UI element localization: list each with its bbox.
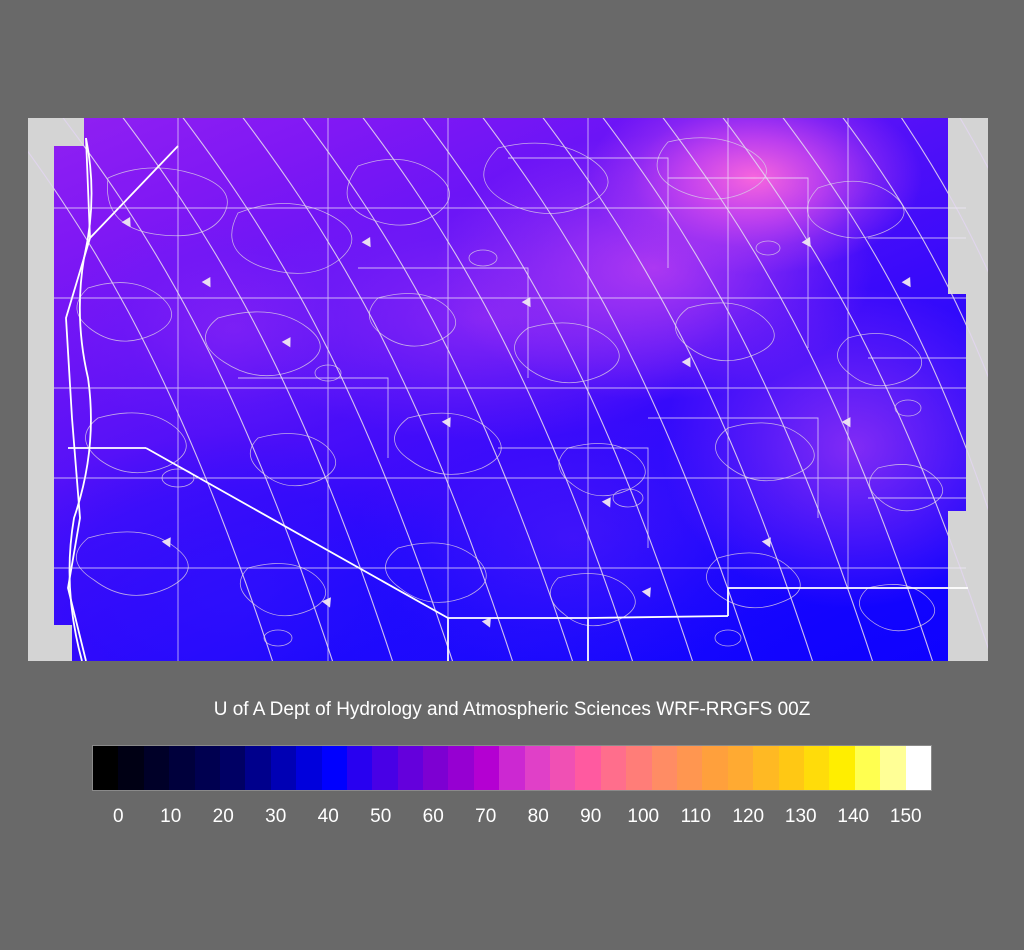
colorbar-tick-120: 120 (732, 806, 765, 827)
colorbar-tick-50: 50 (370, 806, 392, 827)
colorbar-band-21 (626, 746, 652, 790)
colorbar-band-31 (880, 746, 906, 790)
colorbar-band-6 (245, 746, 271, 790)
colorbar-band-0 (93, 746, 119, 790)
colorbar-tick-20: 20 (212, 806, 234, 827)
map-vector-overlay (28, 118, 988, 661)
colorbar-band-32 (905, 746, 931, 790)
colorbar-tick-10: 10 (160, 806, 182, 827)
colorbar-band-12 (397, 746, 424, 790)
nodata-corner-topleft (28, 118, 84, 146)
colorbar-tick-110: 110 (680, 806, 711, 827)
header-band: 2025-12-16 06:30 PM MST DIVERGENCE 250mb… (0, 86, 1024, 207)
colorbar-band-3 (169, 746, 195, 790)
colorbar-band-20 (600, 746, 627, 790)
colorbar-band-14 (448, 746, 474, 790)
colorbar-tick-140: 140 (837, 806, 870, 827)
colorbar-band-7 (270, 746, 297, 790)
colorbar-tick-30: 30 (265, 806, 287, 827)
colorbar-band-26 (753, 746, 779, 790)
colorbar-band-5 (219, 746, 246, 790)
county-boundaries (54, 118, 966, 661)
colorbar-tick-100: 100 (627, 806, 660, 827)
colorbar-tick-80: 80 (527, 806, 549, 827)
weather-map-panel[interactable] (28, 118, 988, 661)
colorbar-band-23 (676, 746, 703, 790)
colorbar-band-13 (423, 746, 449, 790)
colorbar-band-17 (524, 746, 551, 790)
colorbar-band-29 (829, 746, 855, 790)
colorbar-band-24 (702, 746, 728, 790)
colorbar-tick-70: 70 (475, 806, 497, 827)
divergence-contours (76, 137, 943, 647)
colorbar-band-2 (143, 746, 170, 790)
colorbar-band-9 (321, 746, 347, 790)
colorbar-band-4 (194, 746, 220, 790)
nodata-corner-bottomright (948, 511, 988, 661)
colorbar-tick-labels: 0 10 20 30 40 50 60 70 80 90 100 110 120 130 140 150 (92, 806, 932, 832)
map-canvas (28, 118, 988, 661)
colorbar-tick-60: 60 (422, 806, 444, 827)
colorbar-band-27 (778, 746, 804, 790)
nodata-margin-left (28, 118, 54, 661)
state-boundaries (65, 137, 968, 661)
colorbar-tick-90: 90 (580, 806, 602, 827)
colorbar-tick-0: 0 (112, 806, 124, 827)
colorbar-band-1 (118, 746, 144, 790)
windspeed-raster-layer (54, 118, 966, 661)
colorbar-band-30 (854, 746, 881, 790)
streamlines (28, 118, 988, 661)
colorbar-band-15 (473, 746, 500, 790)
colorbar-band-22 (651, 746, 677, 790)
colorbar-band-16 (499, 746, 525, 790)
colorbar-tick-150: 150 (889, 806, 922, 827)
attribution-caption: U of A Dept of Hydrology and Atmospheric… (213, 699, 811, 720)
colorbar-band-25 (727, 746, 754, 790)
colorbar-band-8 (296, 746, 322, 790)
colorbar-band-28 (803, 746, 830, 790)
colorbar-tick-40: 40 (317, 806, 339, 827)
colorbar-band-18 (550, 746, 576, 790)
colorbar-band-10 (346, 746, 373, 790)
colorbar-tick-130: 130 (784, 806, 817, 827)
colorbar-band-19 (575, 746, 601, 790)
colorbar-band-11 (372, 746, 398, 790)
colorbar[interactable] (92, 745, 932, 791)
nodata-corner-bottomleft (28, 625, 72, 661)
